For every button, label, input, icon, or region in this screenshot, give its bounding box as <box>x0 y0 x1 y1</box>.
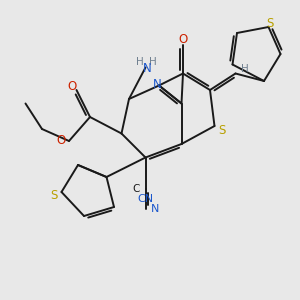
Text: O: O <box>57 134 66 148</box>
Text: N: N <box>153 77 162 91</box>
Text: S: S <box>266 17 274 30</box>
Text: N: N <box>151 203 159 214</box>
Text: S: S <box>218 124 226 137</box>
Text: H: H <box>136 57 144 67</box>
Text: CN: CN <box>137 194 154 205</box>
Text: C: C <box>133 184 140 194</box>
Text: H: H <box>241 64 248 74</box>
Text: O: O <box>178 33 188 46</box>
Text: N: N <box>142 62 152 76</box>
Text: S: S <box>50 189 58 202</box>
Text: H: H <box>149 57 157 67</box>
Text: O: O <box>68 80 76 93</box>
